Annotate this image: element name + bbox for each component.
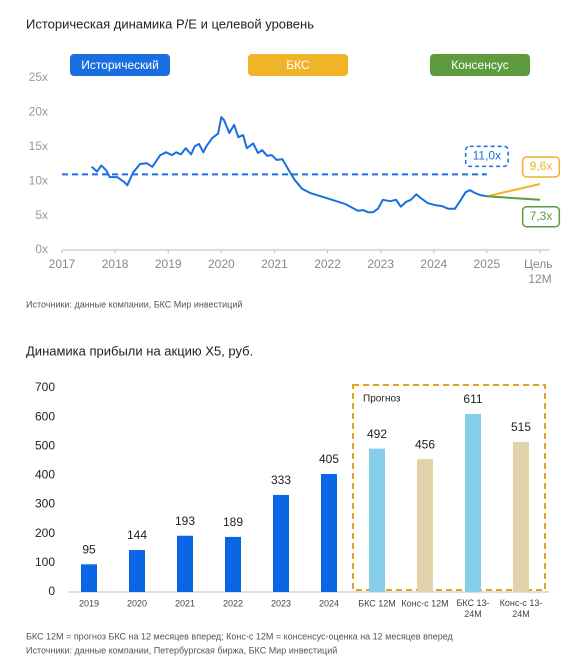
- x-tick-label: 2022: [314, 257, 341, 271]
- x-tick-label: 2024: [319, 598, 339, 608]
- legend-label: Исторический: [81, 58, 159, 72]
- label-box: [521, 206, 561, 228]
- legend-label: Консенсус: [451, 58, 508, 72]
- y-tick-label: 0: [48, 584, 55, 598]
- value-label: 144: [127, 528, 147, 542]
- value-label: 611: [463, 392, 482, 406]
- value-label: 11,0x: [473, 148, 501, 162]
- x-tick-label: 2020: [127, 598, 147, 608]
- bar: [273, 494, 289, 592]
- x-tick-label: 2021: [261, 257, 288, 271]
- value-label: 189: [223, 515, 243, 529]
- bar: [321, 473, 337, 592]
- x-tick-label: 2017: [49, 257, 76, 271]
- bar: [417, 459, 433, 592]
- x-tick-label: 2025: [474, 257, 501, 271]
- x-tick-label: 2024: [420, 257, 447, 271]
- label-box: [464, 145, 509, 168]
- x-tick-label: Цель 12M: [524, 257, 556, 286]
- source-note: Источники: данные компании, Петербургска…: [26, 645, 337, 655]
- y-tick-label: 25x: [29, 70, 48, 84]
- value-label: 456: [415, 437, 435, 451]
- y-tick-label: 10x: [29, 173, 48, 187]
- x-tick-label: БКС 12M: [358, 598, 396, 608]
- y-tick-label: 20x: [29, 105, 48, 119]
- x-tick-label: 2019: [155, 257, 182, 271]
- legend-swatch: [70, 54, 170, 76]
- value-label: 7,3x: [530, 209, 553, 223]
- bar: [81, 564, 97, 592]
- annotation-label: Прогноз: [363, 394, 401, 405]
- bar: [465, 413, 481, 592]
- y-tick-label: 100: [35, 555, 55, 569]
- source-note: Источники: данные компании, БКС Мир инве…: [26, 299, 242, 309]
- y-tick-label: 500: [35, 438, 55, 452]
- bar: [129, 550, 145, 592]
- bar: [225, 536, 241, 592]
- x-tick-label: 2020: [208, 257, 235, 271]
- value-label: 333: [271, 473, 291, 487]
- y-tick-label: 400: [35, 468, 55, 482]
- y-tick-label: 0x: [35, 242, 48, 256]
- value-label: 95: [82, 542, 96, 556]
- x-tick-label: 2021: [175, 598, 195, 608]
- y-tick-label: 200: [35, 526, 55, 540]
- label-box: [521, 156, 561, 178]
- series-line: [486, 195, 541, 201]
- y-tick-label: 700: [35, 380, 55, 394]
- series-line: [91, 116, 488, 214]
- x-tick-label: 2023: [271, 598, 291, 608]
- x-tick-label: Конс-с 12M: [401, 598, 448, 608]
- legend-label: БКС: [286, 58, 310, 72]
- value-label: 492: [367, 427, 387, 441]
- value-label: 193: [175, 514, 195, 528]
- x-tick-label: БКС 13-24M: [456, 598, 489, 619]
- legend-swatch: [430, 54, 530, 76]
- y-tick-label: 5x: [35, 208, 48, 222]
- value-label: 405: [319, 452, 339, 466]
- x-tick-label: 2018: [102, 257, 129, 271]
- value-label: 9,6x: [530, 159, 553, 173]
- chart-title: Динамика прибыли на акцию X5, руб.: [26, 343, 253, 358]
- source-note: БКС 12M = прогноз БКС на 12 месяцев впер…: [26, 631, 454, 641]
- x-tick-label: 2019: [79, 598, 99, 608]
- y-tick-label: 15x: [29, 139, 48, 153]
- value-label: 515: [511, 420, 531, 434]
- x-tick-label: Конс-с 13-24M: [500, 598, 543, 619]
- bar: [369, 448, 385, 592]
- y-tick-label: 600: [35, 409, 55, 423]
- x-tick-label: 2022: [223, 598, 243, 608]
- x-tick-label: 2023: [367, 257, 394, 271]
- legend-swatch: [248, 54, 348, 76]
- bar: [513, 441, 529, 592]
- bar: [177, 535, 193, 592]
- y-tick-label: 300: [35, 497, 55, 511]
- series-line: [486, 183, 541, 198]
- forecast-box: [352, 384, 546, 591]
- chart-title: Историческая динамика P/E и целевой уров…: [26, 16, 314, 31]
